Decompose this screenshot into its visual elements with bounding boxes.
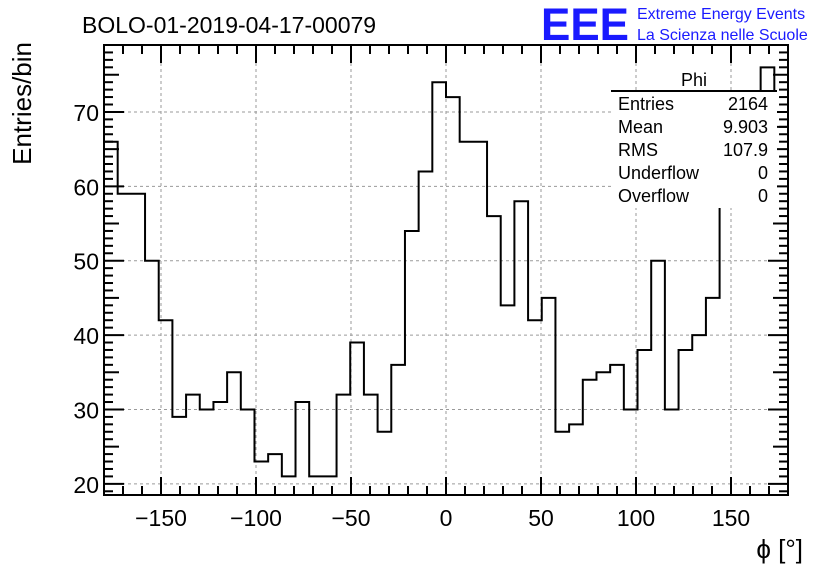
- y-tick-label: 30: [73, 397, 99, 423]
- eee-logo-line1: Extreme Energy Events: [637, 6, 805, 23]
- stats-label-overflow: Overflow: [618, 186, 690, 206]
- y-tick-labels: 20 30 40 50 60 70: [73, 100, 99, 498]
- stats-box-background: [611, 90, 777, 208]
- y-tick-label: 40: [73, 323, 99, 349]
- x-tick-label: −100: [230, 505, 282, 531]
- stats-label-underflow: Underflow: [618, 163, 700, 183]
- eee-logo-line2: La Scienza nelle Scuole: [637, 27, 808, 44]
- y-tick-label: 70: [73, 100, 99, 126]
- histogram-line: [104, 66, 788, 478]
- eee-logo: EEE Extreme Energy Events La Scienza nel…: [541, 0, 808, 50]
- stats-value-mean: 9.903: [723, 117, 768, 137]
- stats-value-underflow: 0: [758, 163, 768, 183]
- stats-box: Phi Entries 2164 Mean 9.903 RMS 107.9 Un…: [611, 70, 777, 208]
- x-tick-label: 100: [617, 505, 655, 531]
- stats-label-rms: RMS: [618, 140, 658, 160]
- x-tick-label: −50: [331, 505, 370, 531]
- x-axis-label: ϕ [°]: [756, 534, 803, 564]
- x-tick-label: 0: [440, 505, 453, 531]
- stats-value-rms: 107.9: [723, 140, 768, 160]
- x-tick-labels: −150 −100 −50 0 50 100 150: [135, 505, 750, 531]
- stats-label-entries: Entries: [618, 94, 674, 114]
- x-tick-label: −150: [135, 505, 187, 531]
- plot-frame: [103, 44, 789, 496]
- stats-title: Phi: [681, 70, 707, 90]
- x-tick-label: 50: [528, 505, 554, 531]
- stats-value-entries: 2164: [728, 94, 768, 114]
- y-tick-label: 20: [73, 472, 99, 498]
- axis-ticks: [103, 45, 789, 495]
- x-tick-label: 150: [712, 505, 750, 531]
- eee-logo-text: EEE: [541, 0, 629, 50]
- y-tick-label: 50: [73, 249, 99, 275]
- stats-value-overflow: 0: [758, 186, 768, 206]
- y-axis-label: Entries/bin: [7, 42, 37, 165]
- stats-label-mean: Mean: [618, 117, 663, 137]
- y-tick-label: 60: [73, 174, 99, 200]
- chart-title: BOLO-01-2019-04-17-00079: [82, 12, 376, 38]
